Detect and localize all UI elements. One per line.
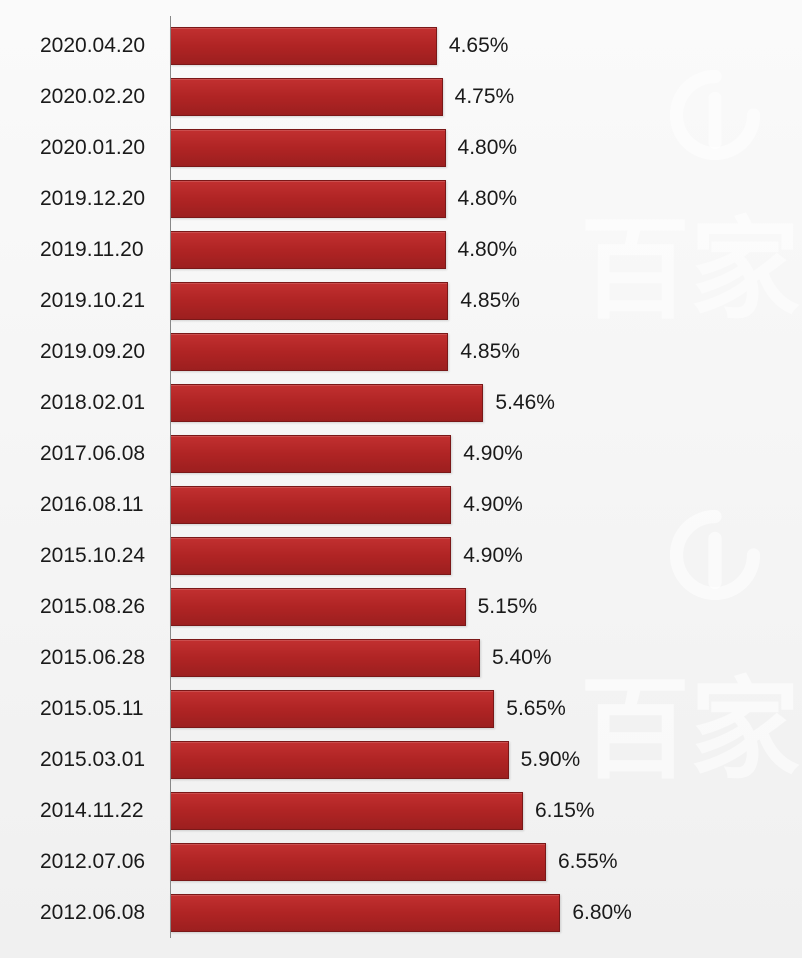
value-label: 6.15% <box>535 799 595 823</box>
bar <box>170 843 546 881</box>
bar <box>170 333 448 371</box>
date-label: 2015.03.01 <box>30 748 170 772</box>
bar-row: 2015.08.26 5.15% <box>30 581 772 632</box>
bar-row: 2012.07.06 6.55% <box>30 836 772 887</box>
bar-row: 2019.12.20 4.80% <box>30 173 772 224</box>
bar-row: 2015.05.11 5.65% <box>30 683 772 734</box>
date-label: 2014.11.22 <box>30 799 170 823</box>
date-label: 2019.12.20 <box>30 187 170 211</box>
bar-row: 2014.11.22 6.15% <box>30 785 772 836</box>
bar <box>170 27 437 65</box>
value-label: 6.80% <box>572 901 632 925</box>
bar-area: 5.15% <box>170 581 772 632</box>
bar <box>170 486 451 524</box>
bar-area: 5.65% <box>170 683 772 734</box>
date-label: 2020.01.20 <box>30 136 170 160</box>
value-label: 4.80% <box>458 136 518 160</box>
bar <box>170 741 509 779</box>
bar-row: 2020.02.20 4.75% <box>30 71 772 122</box>
value-label: 4.90% <box>463 493 523 517</box>
bar-area: 4.80% <box>170 173 772 224</box>
date-label: 2016.08.11 <box>30 493 170 517</box>
value-label: 4.90% <box>463 442 523 466</box>
date-label: 2015.08.26 <box>30 595 170 619</box>
date-label: 2018.02.01 <box>30 391 170 415</box>
bar <box>170 894 560 932</box>
value-label: 6.55% <box>558 850 618 874</box>
bar-chart: 2020.04.20 4.65% 2020.02.20 4.75% 2020.01.20… <box>0 0 802 958</box>
bar-row: 2019.11.20 4.80% <box>30 224 772 275</box>
value-label: 5.90% <box>521 748 581 772</box>
date-label: 2015.10.24 <box>30 544 170 568</box>
bar-row: 2019.10.21 4.85% <box>30 275 772 326</box>
bar-area: 4.80% <box>170 122 772 173</box>
bar-area: 6.15% <box>170 785 772 836</box>
date-label: 2019.10.21 <box>30 289 170 313</box>
bar-area: 4.90% <box>170 428 772 479</box>
date-label: 2020.02.20 <box>30 85 170 109</box>
bar-row: 2020.01.20 4.80% <box>30 122 772 173</box>
value-label: 4.85% <box>460 340 520 364</box>
value-label: 5.65% <box>506 697 566 721</box>
bar-row: 2017.06.08 4.90% <box>30 428 772 479</box>
bar-area: 6.80% <box>170 887 772 938</box>
bar <box>170 231 446 269</box>
value-label: 4.65% <box>449 34 509 58</box>
bar <box>170 639 480 677</box>
bar-row: 2019.09.20 4.85% <box>30 326 772 377</box>
bar <box>170 282 448 320</box>
value-label: 4.75% <box>455 85 515 109</box>
value-label: 5.46% <box>495 391 555 415</box>
date-label: 2015.06.28 <box>30 646 170 670</box>
bar-area: 4.65% <box>170 20 772 71</box>
date-label: 2020.04.20 <box>30 34 170 58</box>
bar-row: 2015.06.28 5.40% <box>30 632 772 683</box>
value-label: 5.15% <box>478 595 538 619</box>
date-label: 2012.07.06 <box>30 850 170 874</box>
bar-area: 5.46% <box>170 377 772 428</box>
bar-area: 4.75% <box>170 71 772 122</box>
value-label: 4.85% <box>460 289 520 313</box>
bar-area: 4.85% <box>170 275 772 326</box>
bar <box>170 180 446 218</box>
value-label: 5.40% <box>492 646 552 670</box>
bar-area: 5.40% <box>170 632 772 683</box>
bar-area: 4.90% <box>170 530 772 581</box>
bar <box>170 690 494 728</box>
bar-area: 4.85% <box>170 326 772 377</box>
bar-row: 2012.06.08 6.80% <box>30 887 772 938</box>
date-label: 2019.09.20 <box>30 340 170 364</box>
bar <box>170 435 451 473</box>
bar <box>170 129 446 167</box>
y-axis-line <box>170 16 171 938</box>
bar-area: 4.90% <box>170 479 772 530</box>
bar <box>170 792 523 830</box>
date-label: 2015.05.11 <box>30 697 170 721</box>
bar <box>170 384 483 422</box>
bar <box>170 588 466 626</box>
bar <box>170 537 451 575</box>
bar-row: 2015.10.24 4.90% <box>30 530 772 581</box>
date-label: 2017.06.08 <box>30 442 170 466</box>
value-label: 4.90% <box>463 544 523 568</box>
bar-area: 6.55% <box>170 836 772 887</box>
date-label: 2012.06.08 <box>30 901 170 925</box>
bar-row: 2020.04.20 4.65% <box>30 20 772 71</box>
bar-area: 4.80% <box>170 224 772 275</box>
bar-row: 2018.02.01 5.46% <box>30 377 772 428</box>
bar <box>170 78 443 116</box>
bar-row: 2015.03.01 5.90% <box>30 734 772 785</box>
value-label: 4.80% <box>458 187 518 211</box>
value-label: 4.80% <box>458 238 518 262</box>
date-label: 2019.11.20 <box>30 238 170 262</box>
bar-area: 5.90% <box>170 734 772 785</box>
bar-row: 2016.08.11 4.90% <box>30 479 772 530</box>
